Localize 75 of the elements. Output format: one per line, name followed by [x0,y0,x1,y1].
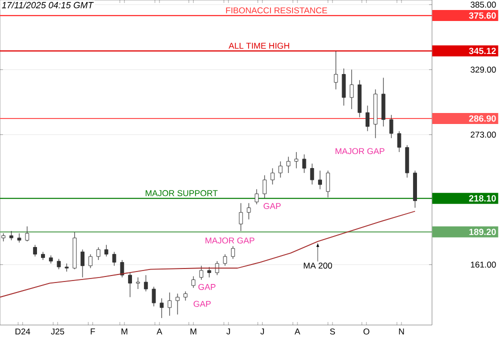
x-tick-label: N [399,328,404,334]
annotation: MAJOR GAP [206,238,254,244]
candlestick [254,188,259,205]
annotation: GAP [198,284,216,290]
y-tick-label: 385.00 [470,2,496,8]
candlestick [294,152,298,169]
candlestick [17,233,22,243]
candlestick [144,274,148,292]
y-tick-label: 273.00 [470,132,496,138]
y-tick-label: 286.90 [469,115,496,122]
candlestick [310,163,314,185]
x-tick-label: J [226,328,230,334]
candlestick [152,286,156,307]
y-tick-label: 375.60 [468,12,496,19]
x-tick-label: M [190,328,196,334]
candlestick [286,156,290,174]
y-tick-label: 218.10 [469,195,496,202]
annotation: MAJOR GAP [336,148,384,154]
candlestick [160,298,164,318]
y-tick-label: 345.12 [468,48,496,54]
candlestick [302,154,306,174]
annotation: GAP [194,300,211,307]
annotation: 17/11/2025 04:15 GMT [2,2,94,8]
x-tick-label: M [122,328,128,334]
x-tick-label: J25 [50,328,64,335]
candlestick [112,252,116,266]
candlestick [199,266,204,280]
annotation: GAP [264,203,281,210]
ref-line-label: MAJOR SUPPORT [146,190,218,196]
candlestick [366,105,370,132]
candlestick [350,69,354,110]
candlestick [389,114,394,138]
candlestick [262,174,267,199]
x-tick-label: D24 [16,328,30,334]
candlestick [270,168,274,185]
candlestick [215,260,220,276]
candlestick [104,244,108,257]
x-tick-label: A [294,328,300,334]
y-tick-label: 161.00 [470,262,496,268]
candlestick [88,254,92,268]
ref-line-label: FIBONACCI RESISTANCE [226,7,328,14]
x-tick-label: J [260,328,264,334]
candlestick [25,226,30,242]
series-label: MA 200 [304,262,332,269]
candlestick [334,50,338,90]
candlestick [246,202,251,220]
candlestick [318,170,322,190]
candlestick [120,260,124,278]
x-tick-label: F [90,328,95,334]
candlestick [168,292,172,316]
candlestick [207,266,212,278]
x-tick-label: O [364,328,370,335]
line-series [0,210,416,298]
candlestick [176,293,180,315]
candlestick [231,246,235,260]
candlestick [96,246,100,260]
candlestick [33,244,38,257]
candlestick [223,254,227,266]
x-tick-label: S [330,328,335,335]
candlestick [238,202,243,232]
ref-line-label: ALL TIME HIGH [228,42,290,49]
candlestick [56,258,61,270]
candlestick [128,272,132,298]
candlestick [184,291,188,301]
candlestick [397,130,402,152]
candlestick [278,161,282,178]
y-tick-label: 329.00 [470,66,496,73]
candlestick [342,68,346,106]
y-tick-label: 189.20 [469,228,496,236]
candlestick [191,276,196,288]
candlestick [326,170,330,198]
candlestick [136,277,140,290]
x-tick-label: A [156,328,162,334]
candlestick [80,249,85,278]
candlestick [9,230,14,241]
